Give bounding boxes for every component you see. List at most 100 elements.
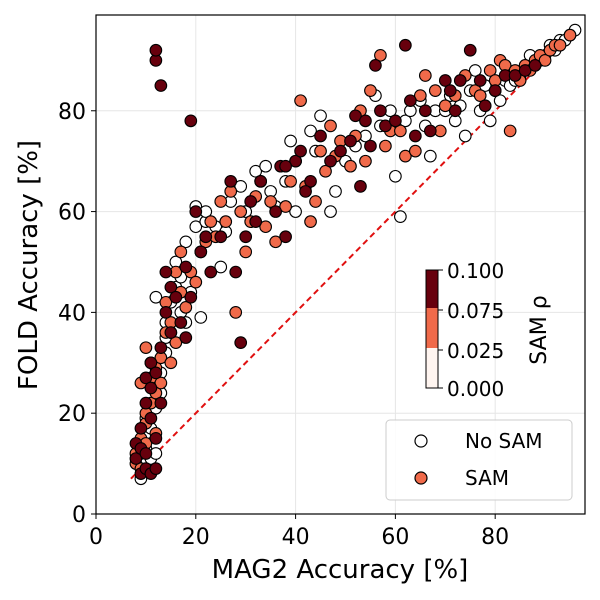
data-point-series-1 — [234, 205, 248, 218]
data-point-series-2 — [164, 326, 178, 339]
data-point-series-2 — [344, 134, 357, 148]
data-point-series-1 — [314, 144, 327, 158]
data-point-series-1 — [538, 54, 552, 67]
data-point-series-1 — [553, 38, 567, 52]
data-point-series-1 — [364, 84, 377, 97]
colorbar-frame — [425, 269, 439, 389]
data-point-series-1 — [204, 215, 218, 229]
data-point-series-2 — [304, 174, 317, 188]
data-point-series-0 — [189, 220, 203, 234]
data-point-series-1 — [413, 89, 427, 102]
data-point-series-2 — [154, 79, 168, 92]
data-point-series-1 — [483, 64, 497, 77]
data-point-series-2 — [448, 104, 462, 118]
data-point-series-2 — [528, 59, 542, 72]
data-point-series-2 — [164, 280, 178, 294]
data-point-series-0 — [423, 149, 437, 163]
data-point-series-2 — [184, 290, 198, 304]
legend-box — [385, 419, 573, 501]
data-points — [129, 23, 582, 486]
data-point-series-2 — [139, 396, 153, 410]
data-point-series-0 — [493, 94, 507, 108]
data-point-series-2 — [149, 462, 163, 475]
data-point-series-2 — [369, 59, 382, 72]
x-tick-label: 20 — [182, 525, 210, 550]
data-point-series-2 — [354, 180, 367, 193]
legend-marker-no-sam — [414, 434, 428, 448]
data-point-series-2 — [418, 104, 432, 118]
colorbar-tick-0075: 0.075 — [447, 299, 504, 323]
y-tick-label: 80 — [58, 100, 86, 125]
data-point-series-1 — [179, 300, 193, 314]
data-point-series-0 — [314, 109, 327, 123]
data-point-series-2 — [169, 290, 183, 304]
data-point-series-2 — [239, 230, 253, 244]
data-point-series-2 — [463, 43, 477, 57]
data-point-series-1 — [174, 245, 188, 259]
data-point-series-2 — [144, 356, 158, 370]
data-point-series-0 — [284, 134, 297, 148]
data-point-series-1 — [164, 356, 178, 370]
data-point-series-0 — [234, 180, 248, 193]
data-point-series-2 — [244, 195, 258, 208]
data-point-series-2 — [149, 432, 163, 445]
data-point-series-2 — [269, 205, 282, 218]
y-tick-label: 60 — [58, 201, 86, 226]
data-point-series-1 — [259, 220, 273, 234]
data-point-series-0 — [259, 159, 273, 173]
colorbar-tick-0100: 0.100 — [447, 259, 504, 283]
data-point-series-1 — [408, 144, 422, 158]
data-point-series-1 — [264, 195, 277, 208]
identity-reference-line — [130, 29, 576, 480]
y-axis-ticks: 0 20 40 60 80 — [58, 100, 96, 528]
data-point-series-1 — [189, 275, 203, 289]
data-point-series-1 — [279, 200, 292, 213]
data-point-series-2 — [453, 74, 467, 87]
plot-frame — [95, 14, 586, 515]
data-point-series-0 — [194, 311, 208, 324]
data-point-series-2 — [254, 174, 268, 188]
data-point-series-2 — [234, 336, 248, 349]
legend-label-no-sam: No SAM — [465, 429, 543, 453]
data-point-series-1 — [139, 341, 153, 355]
colorbar: 0.100 0.075 0.025 0.000 SAM ρ — [425, 259, 552, 401]
data-point-series-0 — [304, 124, 317, 138]
colorbar-title: SAM ρ — [527, 295, 552, 364]
data-point-series-1 — [394, 124, 407, 138]
data-point-series-2 — [399, 38, 412, 52]
data-point-series-0 — [389, 169, 402, 183]
data-point-series-2 — [374, 104, 387, 118]
data-point-series-1 — [214, 195, 228, 208]
data-point-series-1 — [428, 84, 442, 97]
data-point-series-2 — [379, 119, 392, 133]
data-point-series-0 — [483, 114, 497, 128]
data-point-series-1 — [359, 154, 372, 168]
data-point-series-0 — [468, 64, 482, 77]
data-point-series-1 — [154, 376, 168, 390]
data-point-series-2 — [518, 64, 532, 77]
data-point-series-1 — [219, 215, 233, 229]
data-point-series-2 — [508, 69, 522, 82]
data-point-series-2 — [314, 129, 327, 143]
data-point-series-0 — [329, 185, 342, 198]
data-point-series-2 — [179, 331, 193, 344]
x-axis-label: MAG2 Accuracy [%] — [212, 555, 469, 585]
data-point-series-2 — [478, 99, 492, 113]
data-point-series-0 — [324, 205, 337, 218]
legend: No SAM SAM — [385, 419, 573, 501]
colorbar-tick-0000: 0.000 — [447, 377, 504, 401]
legend-label-sam: SAM — [465, 466, 509, 490]
data-point-series-2 — [159, 306, 173, 319]
data-point-series-2 — [199, 230, 213, 244]
data-point-series-2 — [324, 154, 337, 168]
data-point-series-1 — [503, 124, 517, 138]
data-point-series-2 — [438, 74, 452, 87]
colorbar-tick-0025: 0.025 — [447, 339, 504, 363]
data-point-series-0 — [289, 205, 302, 218]
data-point-series-2 — [179, 260, 193, 274]
data-point-series-1 — [239, 245, 253, 259]
data-point-series-2 — [299, 185, 312, 198]
x-tick-label: 60 — [381, 525, 409, 550]
data-point-series-1 — [438, 99, 452, 113]
